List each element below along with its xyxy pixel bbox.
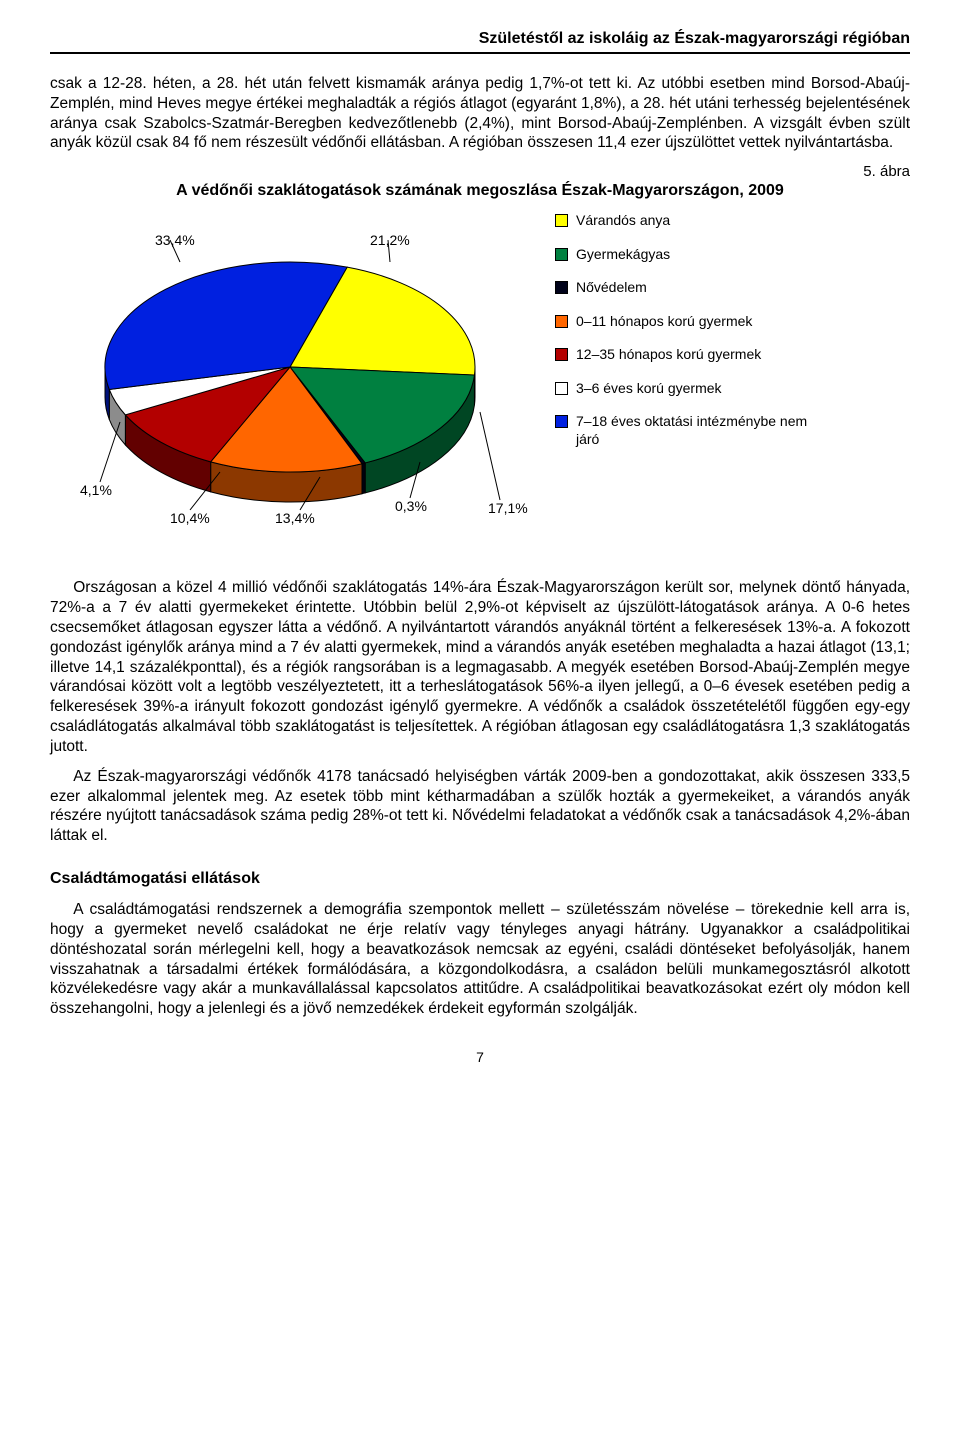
legend-label: Nővédelem xyxy=(576,279,647,297)
legend-item: 0–11 hónapos korú gyermek xyxy=(555,313,815,331)
pie-chart: 33,4% 21,2% 17,1% 0,3% 13,4% 10,4% 4,1% xyxy=(50,212,530,562)
chart-legend: Várandós anya Gyermekágyas Nővédelem 0–11 h… xyxy=(555,212,815,464)
legend-label: 7–18 éves oktatási intézménybe nem járó xyxy=(576,413,815,448)
legend-item: 12–35 hónapos korú gyermek xyxy=(555,346,815,364)
legend-item: Várandós anya xyxy=(555,212,815,230)
pct-label-17-1: 17,1% xyxy=(488,500,528,516)
legend-color-swatch xyxy=(555,348,568,361)
legend-item: 3–6 éves korú gyermek xyxy=(555,380,815,398)
paragraph-1: csak a 12-28. héten, a 28. hét után felv… xyxy=(50,74,910,153)
pct-label-33-4: 33,4% xyxy=(155,232,195,248)
legend-color-swatch xyxy=(555,415,568,428)
paragraph-4: A családtámogatási rendszernek a demográ… xyxy=(50,900,910,1019)
running-header: Születéstől az iskoláig az Észak-magyaro… xyxy=(50,30,910,54)
pct-label-21-2: 21,2% xyxy=(370,232,410,248)
legend-item: Gyermekágyas xyxy=(555,246,815,264)
pie-chart-container: 33,4% 21,2% 17,1% 0,3% 13,4% 10,4% 4,1% … xyxy=(50,212,910,562)
pct-label-4-1: 4,1% xyxy=(80,482,112,498)
legend-color-swatch xyxy=(555,214,568,227)
legend-label: 12–35 hónapos korú gyermek xyxy=(576,346,761,364)
paragraph-3: Az Észak-magyarországi védőnők 4178 taná… xyxy=(50,767,910,846)
legend-item: 7–18 éves oktatási intézménybe nem járó xyxy=(555,413,815,448)
legend-color-swatch xyxy=(555,382,568,395)
legend-label: Várandós anya xyxy=(576,212,670,230)
legend-label: Gyermekágyas xyxy=(576,246,670,264)
paragraph-2: Országosan a közel 4 millió védőnői szak… xyxy=(50,578,910,756)
pct-label-0-3: 0,3% xyxy=(395,498,427,514)
pct-label-13-4: 13,4% xyxy=(275,510,315,526)
pct-label-10-4: 10,4% xyxy=(170,510,210,526)
legend-label: 0–11 hónapos korú gyermek xyxy=(576,313,752,331)
figure-title: A védőnői szaklátogatások számának megos… xyxy=(50,182,910,200)
legend-color-swatch xyxy=(555,281,568,294)
figure-label: 5. ábra xyxy=(50,163,910,180)
legend-color-swatch xyxy=(555,248,568,261)
legend-label: 3–6 éves korú gyermek xyxy=(576,380,722,398)
legend-item: Nővédelem xyxy=(555,279,815,297)
section-heading: Családtámogatási ellátások xyxy=(50,870,910,888)
page-number: 7 xyxy=(50,1049,910,1065)
legend-color-swatch xyxy=(555,315,568,328)
